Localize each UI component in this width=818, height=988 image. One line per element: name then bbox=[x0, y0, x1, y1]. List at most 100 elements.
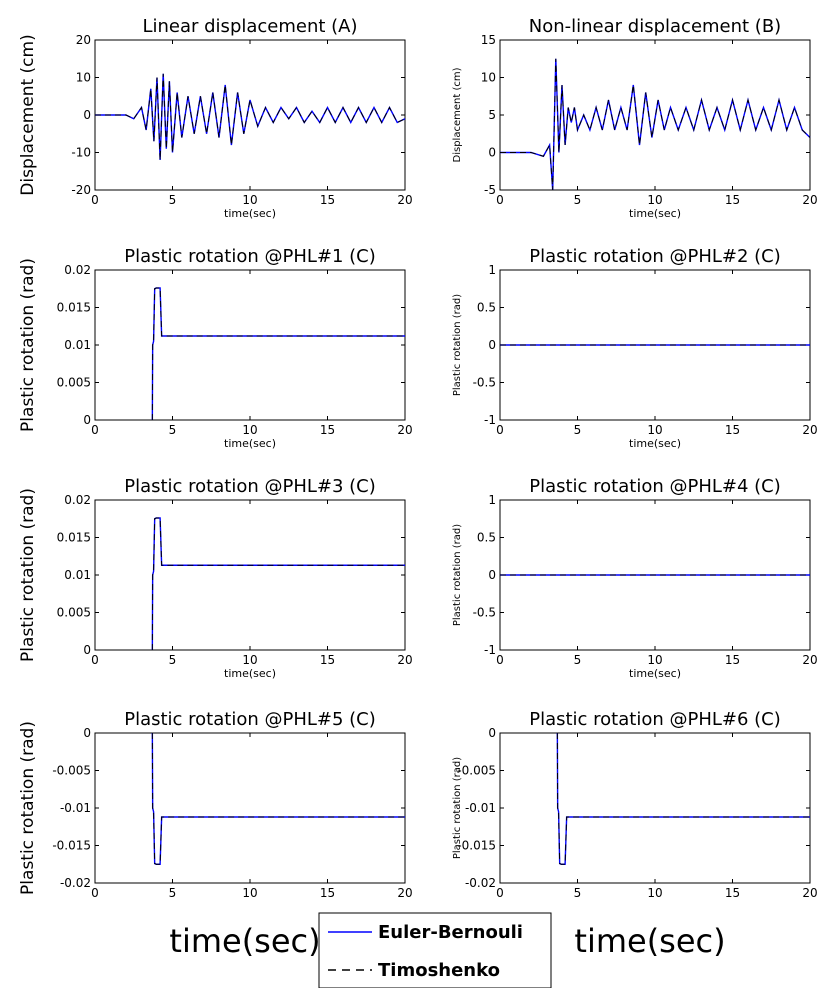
subplot-1: Linear displacement (A) 0 5 10 15 20 -20 -10 0 10… bbox=[18, 16, 413, 220]
x-tick-label: 0 bbox=[91, 886, 99, 900]
series-line-timoshenko bbox=[556, 732, 810, 865]
x-tick-label: 20 bbox=[802, 193, 817, 207]
plot-area bbox=[94, 39, 406, 191]
y-tick-label: 0.02 bbox=[64, 493, 91, 507]
y-tick-label: -0.02 bbox=[60, 876, 91, 890]
subplot-4: Plastic rotation @PHL#2 (C)0 5 10 15 20-1-0.… bbox=[452, 246, 818, 450]
y-tick-label: 1 bbox=[488, 263, 496, 277]
y-tick-label: -5 bbox=[484, 183, 496, 197]
bottom-xlabel-right: time(sec) bbox=[574, 922, 725, 960]
x-axis-label: time(sec) bbox=[629, 667, 681, 680]
y-tick-label: 0 bbox=[83, 726, 91, 740]
y-tick-label: 10 bbox=[481, 71, 496, 85]
x-tick-label: 0 bbox=[496, 193, 504, 207]
x-tick-label: 15 bbox=[320, 193, 335, 207]
y-tick-label: 0.015 bbox=[57, 531, 91, 545]
y-tick-label: 0 bbox=[488, 568, 496, 582]
legend-box bbox=[318, 912, 552, 988]
x-tick-label: 15 bbox=[725, 653, 740, 667]
y-tick-label: 0 bbox=[488, 338, 496, 352]
y-axis-label: Plastic rotation (rad) bbox=[18, 258, 38, 432]
y-tick-label: 10 bbox=[76, 71, 91, 85]
subplot-title: Plastic rotation @PHL#6 (C) bbox=[529, 709, 781, 730]
subplot-title: Plastic rotation @PHL#3 (C) bbox=[124, 476, 376, 497]
y-tick-label: -1 bbox=[484, 643, 496, 657]
y-tick-label: -0.015 bbox=[52, 839, 91, 853]
y-tick-label: 0.01 bbox=[64, 568, 91, 582]
y-tick-label: 0 bbox=[83, 413, 91, 427]
x-axis-label: time(sec) bbox=[224, 207, 276, 220]
x-tick-label: 5 bbox=[574, 886, 582, 900]
x-tick-label: 0 bbox=[91, 193, 99, 207]
subplot-title: Plastic rotation @PHL#5 (C) bbox=[124, 709, 376, 730]
y-tick-label: 0 bbox=[83, 108, 91, 122]
x-tick-label: 20 bbox=[397, 886, 412, 900]
y-tick-label: 0.02 bbox=[64, 263, 91, 277]
y-tick-label: -0.5 bbox=[473, 606, 496, 620]
subplot-grid: Linear displacement (A)0 5 10 15 20-20-10010… bbox=[18, 16, 818, 900]
x-tick-label: 20 bbox=[397, 423, 412, 437]
x-tick-label: 20 bbox=[397, 193, 412, 207]
plot-area bbox=[94, 269, 406, 421]
y-tick-label: 20 bbox=[76, 33, 91, 47]
subplot-3: Plastic rotation @PHL#1 (C) 0 5 10 15 20 0 0.00… bbox=[18, 246, 413, 450]
plot-area bbox=[94, 499, 406, 651]
series-line-timoshenko bbox=[500, 58, 811, 191]
y-axis-label: Plastic rotation (rad) bbox=[452, 294, 463, 396]
x-tick-label: 0 bbox=[496, 653, 504, 667]
y-tick-label: 0 bbox=[83, 643, 91, 657]
x-tick-label: 5 bbox=[574, 193, 582, 207]
x-tick-label: 20 bbox=[802, 886, 817, 900]
x-tick-label: 15 bbox=[320, 886, 335, 900]
x-tick-label: 20 bbox=[802, 653, 817, 667]
x-tick-label: 0 bbox=[496, 423, 504, 437]
subplot-6: Plastic rotation @PHL#4 (C)0 5 10 15 20-1-0.… bbox=[452, 476, 818, 680]
x-tick-label: 10 bbox=[242, 653, 257, 667]
y-tick-label: 1 bbox=[488, 493, 496, 507]
subplot-title: Plastic rotation @PHL#1 (C) bbox=[124, 246, 376, 267]
series-line-timoshenko bbox=[95, 73, 406, 161]
x-tick-label: 10 bbox=[647, 423, 662, 437]
x-axis-label: time(sec) bbox=[224, 437, 276, 450]
y-tick-label: -0.005 bbox=[52, 764, 91, 778]
y-tick-label: -0.01 bbox=[465, 801, 496, 815]
y-tick-label: 0.005 bbox=[57, 376, 91, 390]
y-tick-label: -0.5 bbox=[473, 376, 496, 390]
plot-area bbox=[499, 732, 811, 884]
y-tick-label: -1 bbox=[484, 413, 496, 427]
x-axis-label: time(sec) bbox=[224, 667, 276, 680]
x-tick-label: 10 bbox=[242, 886, 257, 900]
y-axis-label: Displacement (cm) bbox=[452, 67, 463, 162]
x-tick-label: 5 bbox=[169, 193, 177, 207]
y-tick-label: -10 bbox=[71, 146, 91, 160]
series-line-timoshenko bbox=[151, 287, 405, 421]
y-tick-label: -0.02 bbox=[465, 876, 496, 890]
subplot-2: Non-linear displacement (B)0 5 10 15 20-5051… bbox=[452, 16, 818, 220]
series-line-timoshenko bbox=[151, 732, 405, 865]
series-line-timoshenko bbox=[151, 517, 405, 651]
x-tick-label: 5 bbox=[169, 423, 177, 437]
plot-area bbox=[94, 732, 406, 884]
x-tick-label: 10 bbox=[647, 886, 662, 900]
x-tick-label: 20 bbox=[397, 653, 412, 667]
x-tick-label: 0 bbox=[91, 653, 99, 667]
y-tick-label: 0 bbox=[488, 146, 496, 160]
x-tick-label: 15 bbox=[725, 423, 740, 437]
x-tick-label: 0 bbox=[496, 886, 504, 900]
y-tick-label: 0.015 bbox=[57, 301, 91, 315]
y-tick-label: -0.01 bbox=[60, 801, 91, 815]
x-tick-label: 10 bbox=[242, 423, 257, 437]
legend-label-euler: Euler-Bernouli bbox=[378, 922, 523, 943]
subplot-7: Plastic rotation @PHL#5 (C) 0 5 10 15 20 -0.02… bbox=[18, 709, 413, 900]
y-tick-label: 0.5 bbox=[477, 301, 496, 315]
subplot-title: Plastic rotation @PHL#2 (C) bbox=[529, 246, 781, 267]
x-tick-label: 5 bbox=[574, 653, 582, 667]
y-tick-label: 5 bbox=[488, 108, 496, 122]
legend: Euler-Bernouli Timoshenko bbox=[318, 912, 552, 988]
x-tick-label: 5 bbox=[574, 423, 582, 437]
x-tick-label: 10 bbox=[647, 193, 662, 207]
x-tick-label: 10 bbox=[242, 193, 257, 207]
x-tick-label: 15 bbox=[725, 193, 740, 207]
y-tick-label: 0.01 bbox=[64, 338, 91, 352]
